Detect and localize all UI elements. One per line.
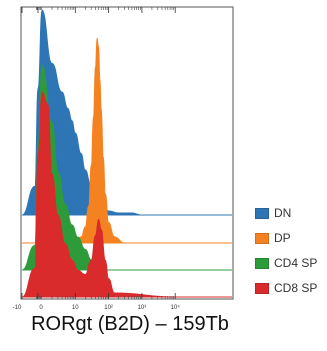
x-axis-label: RORgt (B2D) – 159Tb <box>0 313 260 336</box>
x-tick-label: 10 <box>72 305 79 311</box>
legend-swatch-dp <box>255 233 269 244</box>
legend-item-dn: DN <box>255 201 317 225</box>
legend-item-cd4-sp: CD4 SP <box>255 251 317 275</box>
legend-swatch-cd8-sp <box>255 283 269 294</box>
legend-item-dp: DP <box>255 226 317 250</box>
legend: DN DP CD4 SP CD8 SP <box>255 201 317 301</box>
legend-label-cd8-sp: CD8 SP <box>274 281 317 295</box>
x-tick-label: 10³ <box>138 305 147 311</box>
x-tick-label: 0 <box>39 305 43 311</box>
histogram-series-layer <box>22 10 232 297</box>
legend-swatch-dn <box>255 208 269 219</box>
x-tick-label: 10⁴ <box>171 304 181 311</box>
legend-label-cd4-sp: CD4 SP <box>274 256 317 270</box>
legend-item-cd8-sp: CD8 SP <box>255 276 317 300</box>
x-tick-label: 10² <box>104 305 113 311</box>
legend-label-dp: DP <box>274 231 291 245</box>
legend-swatch-cd4-sp <box>255 258 269 269</box>
x-tick-label: -10 <box>13 305 22 311</box>
legend-label-dn: DN <box>274 206 291 220</box>
